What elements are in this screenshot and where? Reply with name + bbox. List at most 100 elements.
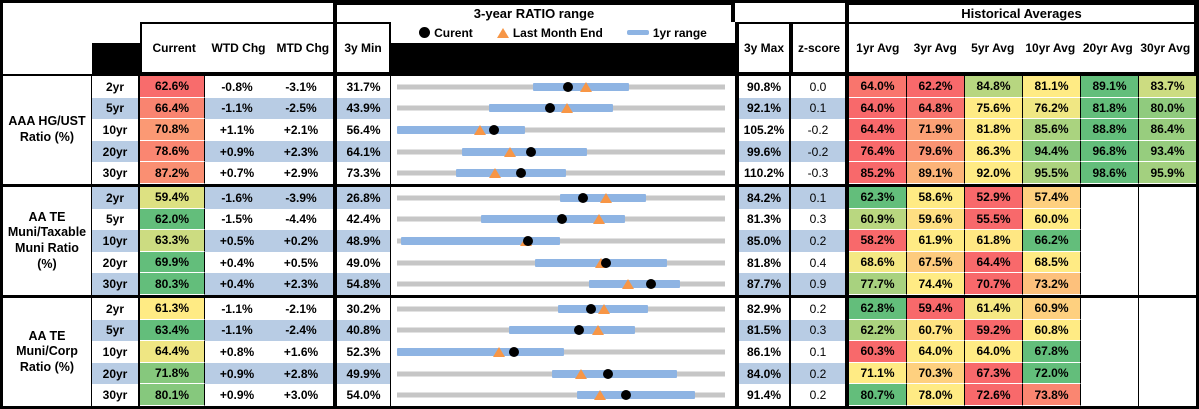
range-max-cell: 81.3% (739, 208, 791, 231)
mtd-chg-cell: -3.9% (269, 187, 337, 209)
avg-cell: 93.4% (1139, 140, 1196, 163)
range-chart-cell (391, 76, 739, 98)
range-min-cell: 49.0% (337, 251, 391, 274)
avg-cell (1081, 362, 1139, 385)
avg-cell: 55.5% (965, 208, 1023, 231)
range-min-cell: 43.9% (337, 97, 391, 120)
range-plot (397, 230, 725, 252)
z-score-cell: -0.2 (791, 119, 849, 141)
avg-cell: 89.1% (907, 162, 965, 184)
averages-column-headers: 1yr Avg 3yr Avg 5yr Avg 10yr Avg 20yr Av… (845, 22, 1196, 74)
legend-last-month-label: Last Month End (512, 25, 603, 40)
current-marker-dot (563, 81, 574, 92)
avg-cell: 70.3% (907, 362, 965, 385)
range-1yr-bar (481, 215, 626, 224)
avg-cell: 76.4% (849, 140, 907, 163)
range-plot (397, 384, 725, 406)
tenor-cell: 5yr (92, 208, 140, 231)
range-plot (397, 341, 725, 363)
mtd-chg-cell: +2.3% (269, 273, 337, 295)
avg-cell: 86.3% (965, 140, 1023, 163)
last-month-marker-triangle (473, 124, 486, 135)
avg-cell (1081, 251, 1139, 274)
mtd-chg-cell: -2.1% (269, 298, 337, 320)
avg-cell: 57.4% (1023, 187, 1081, 209)
current-cell: 71.8% (140, 362, 205, 385)
range-chart-cell (391, 298, 739, 320)
current-dot-icon (419, 27, 431, 38)
range-max-cell: 86.1% (739, 341, 791, 363)
avg-cell: 72.6% (965, 384, 1023, 406)
z-score-cell: 0.2 (791, 384, 849, 406)
avg-5yr-header: 5yr Avg (971, 41, 1015, 55)
avg-cell: 58.6% (907, 187, 965, 209)
avg-cell (1139, 384, 1196, 406)
range-1yr-bar (397, 347, 564, 356)
table-row: 20yr 69.9% +0.4% +0.5% 49.0% 81.8% 0.4 68.6% 67.… (92, 251, 1196, 274)
last-month-marker-triangle (488, 168, 501, 179)
avg-cell: 60.8% (1023, 319, 1081, 342)
avg-cell: 73.8% (1023, 384, 1081, 406)
table-row: 20yr 78.6% +0.9% +2.3% 64.1% 99.6% -0.2 76.4% 79… (92, 140, 1196, 163)
range-min-cell: 64.1% (337, 140, 391, 163)
range-chart-cell (391, 319, 739, 342)
range-min-cell: 54.8% (337, 273, 391, 295)
avg-cell (1139, 362, 1196, 385)
range-plot (397, 209, 725, 231)
avg-cell: 71.1% (849, 362, 907, 385)
z-score-cell: -0.2 (791, 140, 849, 163)
wtd-chg-cell: +0.4% (205, 273, 269, 295)
tenor-cell: 5yr (92, 319, 140, 342)
z-score-column-header: z-score (791, 22, 849, 74)
table-row: 30yr 80.3% +0.4% +2.3% 54.8% 87.7% 0.9 77.7% 74.… (92, 273, 1196, 295)
range-plot (397, 363, 725, 385)
historical-averages-title: Historical Averages (845, 3, 1196, 24)
z-score-cell: 0.3 (791, 319, 849, 342)
avg-cell: 52.9% (965, 187, 1023, 209)
avg-cell (1139, 230, 1196, 252)
wtd-chg-cell: +0.9% (205, 362, 269, 385)
wtd-chg-cell: -1.1% (205, 319, 269, 342)
range-max-cell: 81.8% (739, 251, 791, 274)
range-min-cell: 54.0% (337, 384, 391, 406)
last-month-marker-triangle (593, 390, 606, 401)
avg-cell (1139, 251, 1196, 274)
current-cell: 80.3% (140, 273, 205, 295)
range-max-cell: 99.6% (739, 140, 791, 163)
current-marker-dot (522, 235, 533, 246)
avg-cell (1139, 187, 1196, 209)
range-min-cell: 56.4% (337, 119, 391, 141)
range-1yr-bar (576, 391, 696, 400)
range-track (397, 392, 725, 398)
range-min-cell: 49.9% (337, 362, 391, 385)
current-marker-dot (515, 168, 526, 179)
table-row: 20yr 71.8% +0.9% +2.8% 49.9% 84.0% 0.2 71.1% 70.… (92, 362, 1196, 385)
tenor-cell: 20yr (92, 140, 140, 163)
tenor-cell: 10yr (92, 341, 140, 363)
avg-cell (1081, 230, 1139, 252)
range-1yr-bar (455, 169, 566, 178)
range-1yr-bar (397, 125, 526, 134)
tenor-cell: 5yr (92, 97, 140, 120)
current-marker-dot (574, 325, 585, 336)
avg-30yr-header: 30yr Avg (1140, 41, 1191, 55)
range-plot (397, 98, 725, 120)
current-column-header: Current (152, 41, 196, 55)
range-plot (397, 252, 725, 274)
range-max-cell: 84.0% (739, 362, 791, 385)
legend-last-month-item: Last Month End (496, 25, 603, 40)
avg-cell (1081, 319, 1139, 342)
range-max-cell: 90.8% (739, 76, 791, 98)
current-cell: 61.3% (140, 298, 205, 320)
z-score-cell: 0.1 (791, 187, 849, 209)
mtd-chg-cell: +0.2% (269, 230, 337, 252)
avg-cell: 58.2% (849, 230, 907, 252)
table-body: AAA HG/UST Ratio (%) 2yr 62.6% -0.8% -3.1% 31… (3, 76, 1196, 406)
avg-cell: 64.0% (849, 97, 907, 120)
range-chart-cell (391, 384, 739, 406)
avg-cell: 71.9% (907, 119, 965, 141)
range-min-cell: 30.2% (337, 298, 391, 320)
avg-cell: 64.4% (965, 251, 1023, 274)
tenor-cell: 20yr (92, 362, 140, 385)
